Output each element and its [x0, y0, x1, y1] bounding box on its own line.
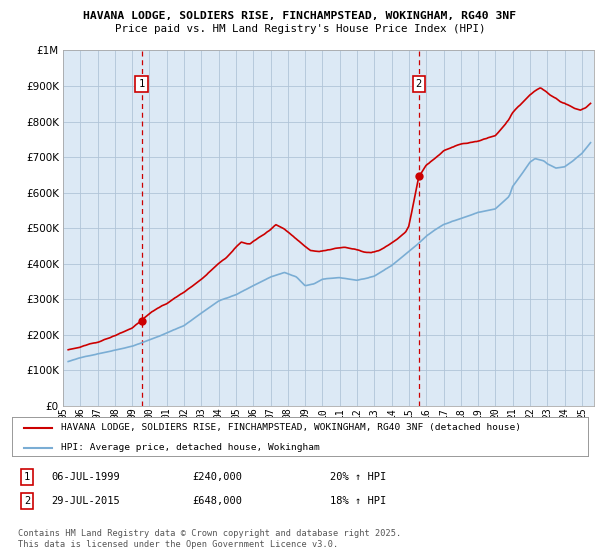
Text: Contains HM Land Registry data © Crown copyright and database right 2025.
This d: Contains HM Land Registry data © Crown c…	[18, 529, 401, 549]
Text: HPI: Average price, detached house, Wokingham: HPI: Average price, detached house, Woki…	[61, 444, 320, 452]
Text: 1: 1	[139, 79, 145, 89]
Text: 18% ↑ HPI: 18% ↑ HPI	[330, 496, 386, 506]
Text: 1: 1	[24, 472, 30, 482]
Text: 2: 2	[24, 496, 30, 506]
Text: 2: 2	[416, 79, 422, 89]
Text: HAVANA LODGE, SOLDIERS RISE, FINCHAMPSTEAD, WOKINGHAM, RG40 3NF: HAVANA LODGE, SOLDIERS RISE, FINCHAMPSTE…	[83, 11, 517, 21]
Text: 06-JUL-1999: 06-JUL-1999	[51, 472, 120, 482]
Text: Price paid vs. HM Land Registry's House Price Index (HPI): Price paid vs. HM Land Registry's House …	[115, 24, 485, 34]
Text: 29-JUL-2015: 29-JUL-2015	[51, 496, 120, 506]
Text: HAVANA LODGE, SOLDIERS RISE, FINCHAMPSTEAD, WOKINGHAM, RG40 3NF (detached house): HAVANA LODGE, SOLDIERS RISE, FINCHAMPSTE…	[61, 423, 521, 432]
Text: £648,000: £648,000	[192, 496, 242, 506]
Text: 20% ↑ HPI: 20% ↑ HPI	[330, 472, 386, 482]
Text: £240,000: £240,000	[192, 472, 242, 482]
